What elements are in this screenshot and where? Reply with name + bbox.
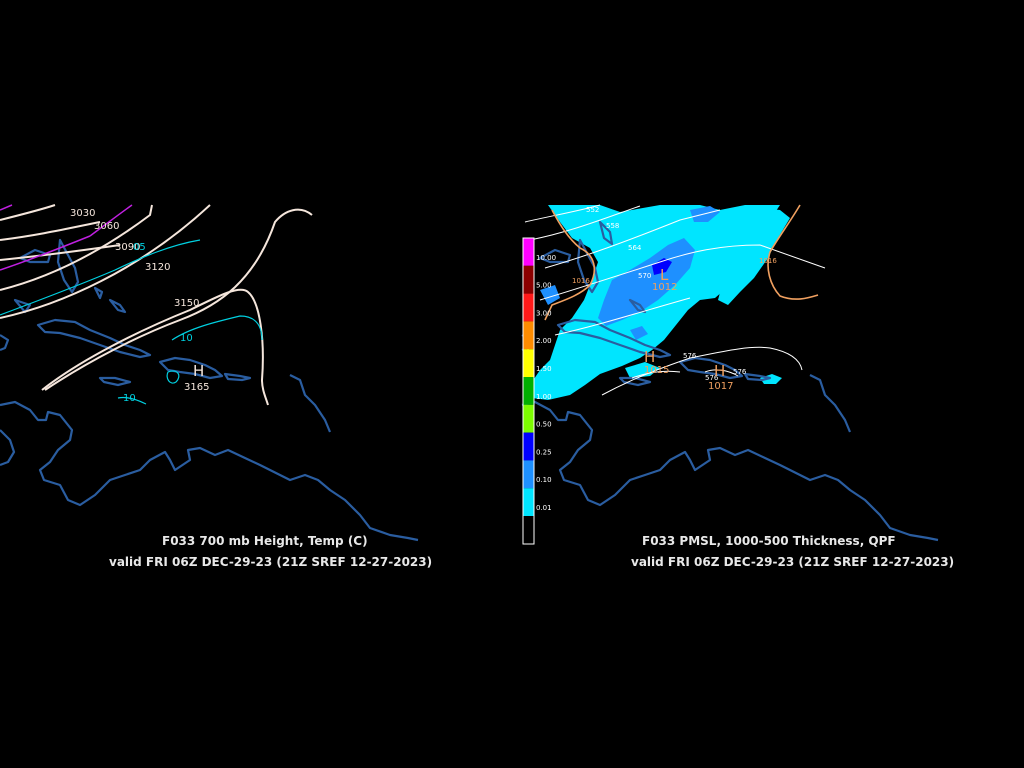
legend-frame xyxy=(522,237,535,545)
thickness-label-564: 564 xyxy=(628,244,642,252)
pressure-label-1015: 1015 xyxy=(644,365,669,376)
legend-label-3_00: 3.00 xyxy=(536,309,552,317)
left-height-contours xyxy=(0,204,313,406)
thickness-label-552: 552 xyxy=(586,206,599,214)
legend-label-1_00: 1.00 xyxy=(536,393,552,401)
height-label-3150: 3150 xyxy=(174,298,199,309)
height-label-3165: 3165 xyxy=(184,382,209,393)
height-label-3060: 3060 xyxy=(94,221,119,232)
legend-label-5_00: 5.00 xyxy=(536,282,552,290)
pressure-label-1016-west: 1016 xyxy=(572,277,590,285)
legend-label-2_00: 2.00 xyxy=(536,337,552,345)
legend-swatch-1_50 xyxy=(523,349,534,377)
legend-swatch-5_00 xyxy=(523,265,534,294)
height-label-3030: 3030 xyxy=(70,208,95,219)
legend-swatch-0_50 xyxy=(523,404,534,433)
legend-label-0_25: 0.25 xyxy=(536,448,552,456)
right-map-panel: 552 558 564 570 576 576 576 L 1012 H 101… xyxy=(521,204,954,569)
pressure-label-1017: 1017 xyxy=(708,381,733,392)
high-pressure-symbol-hispaniola: H xyxy=(714,362,725,380)
legend-label-1_50: 1.50 xyxy=(536,365,552,373)
legend-swatch-0_25 xyxy=(523,432,534,461)
height-label-3120: 3120 xyxy=(145,262,170,273)
high-pressure-symbol-left: H xyxy=(193,362,204,380)
thickness-label-576-a: 576 xyxy=(683,352,697,360)
legend-swatch-3_00 xyxy=(523,293,534,322)
left-magenta-contours xyxy=(0,204,133,271)
left-caption-valid: valid FRI 06Z DEC-29-23 (21Z SREF 12-27-… xyxy=(109,555,432,569)
temp-label-05: 05 xyxy=(133,242,146,253)
right-caption-valid: valid FRI 06Z DEC-29-23 (21Z SREF 12-27-… xyxy=(631,555,954,569)
legend-swatch-2_00 xyxy=(523,321,534,350)
left-map-panel: 3030 3060 3090 05 3120 3150 10 H 3165 10… xyxy=(0,204,432,569)
left-coastlines xyxy=(0,238,419,542)
pressure-label-1012: 1012 xyxy=(652,282,677,293)
legend-label-0_10: 0.10 xyxy=(536,476,552,484)
legend-label-0_50: 0.50 xyxy=(536,421,552,429)
left-caption-title: F033 700 mb Height, Temp (C) xyxy=(162,534,368,548)
right-coastlines xyxy=(521,220,939,542)
thickness-label-558: 558 xyxy=(606,222,619,230)
thickness-label-576-b: 576 xyxy=(733,368,747,376)
right-caption-title: F033 PMSL, 1000-500 Thickness, QPF xyxy=(642,534,896,548)
legend-label-0_01: 0.01 xyxy=(536,504,552,512)
thickness-label-576-c: 576 xyxy=(705,374,719,382)
low-pressure-symbol: L xyxy=(660,266,669,284)
thickness-label-570: 570 xyxy=(638,272,651,280)
temp-label-10-lower: 10 xyxy=(123,393,136,404)
legend-swatch-0_01 xyxy=(523,488,534,516)
pressure-label-1016: 1016 xyxy=(759,257,777,265)
left-temp-contours xyxy=(0,239,263,405)
legend-label-10_00: 10.00 xyxy=(536,254,556,262)
temp-label-10-upper: 10 xyxy=(180,333,193,344)
qpf-legend: 10.00 5.00 3.00 2.00 1.50 1.00 0.50 0.25 0.10 0.0… xyxy=(522,237,556,545)
legend-swatch-1_00 xyxy=(523,377,534,405)
thickness-contours xyxy=(524,204,826,396)
legend-swatch-0_10 xyxy=(523,460,534,489)
high-pressure-symbol-cuba: H xyxy=(644,348,655,366)
legend-swatch-10_00 xyxy=(523,238,534,266)
height-label-3090: 3090 xyxy=(115,242,140,253)
